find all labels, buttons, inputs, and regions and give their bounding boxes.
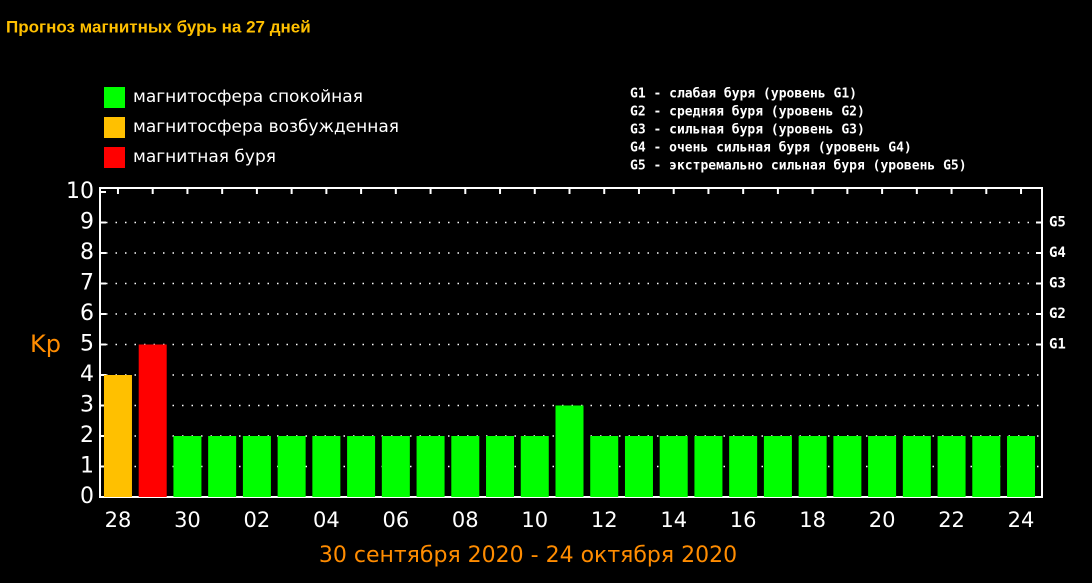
legend-label: магнитосфера возбужденная	[133, 117, 399, 137]
y-tick-label: 5	[80, 332, 94, 357]
note: G2 - средняя буря (уровень G2)	[630, 105, 865, 120]
bar	[520, 436, 549, 497]
bar	[208, 436, 237, 497]
bar	[242, 436, 271, 497]
bar	[659, 436, 688, 497]
x-tick-label: 08	[452, 508, 479, 532]
y-tick-label: 3	[80, 393, 94, 418]
bar	[138, 344, 167, 497]
y2-tick-label: G5	[1049, 215, 1066, 231]
x-tick-label: 20	[869, 508, 896, 532]
x-tick-label: 04	[313, 508, 340, 532]
bar	[416, 436, 445, 497]
bar	[347, 436, 376, 497]
y-tick-label: 10	[66, 179, 94, 204]
y-tick-label: 8	[80, 240, 94, 265]
y2-tick-label: G1	[1049, 337, 1066, 353]
x-tick-label: 28	[105, 508, 132, 532]
bar	[868, 436, 897, 497]
bar	[694, 436, 723, 497]
y-tick-label: 4	[80, 362, 94, 387]
bar	[1007, 436, 1036, 497]
bar	[590, 436, 619, 497]
bar	[833, 436, 862, 497]
y-tick-label: 9	[80, 210, 94, 235]
bar	[902, 436, 931, 497]
bar	[798, 436, 827, 497]
y2-tick-label: G4	[1049, 245, 1066, 261]
x-tick-label: 16	[730, 508, 757, 532]
bar	[729, 436, 758, 497]
note: G1 - слабая буря (уровень G1)	[630, 87, 857, 102]
x-tick-label: 18	[799, 508, 826, 532]
bar	[312, 436, 341, 497]
x-tick-label: 14	[660, 508, 687, 532]
bar	[937, 436, 966, 497]
bar	[972, 436, 1001, 497]
bar	[451, 436, 480, 497]
y2-tick-label: G3	[1049, 276, 1066, 292]
bar	[763, 436, 792, 497]
x-tick-label: 06	[382, 508, 409, 532]
x-tick-label: 02	[244, 508, 271, 532]
legend-swatch	[104, 117, 125, 138]
bar	[381, 436, 410, 497]
x-tick-label: 30	[174, 508, 201, 532]
y2-tick-label: G2	[1049, 306, 1066, 322]
page-title: Прогноз магнитных бурь на 27 дней	[6, 17, 311, 36]
bar	[277, 436, 306, 497]
y-axis-title: Kp	[30, 330, 61, 358]
y-tick-label: 1	[80, 454, 94, 479]
x-tick-label: 22	[938, 508, 965, 532]
legend-swatch	[104, 147, 125, 168]
y-tick-label: 6	[80, 301, 94, 326]
legend-label: магнитосфера спокойная	[133, 87, 363, 107]
x-axis-title: 30 сентября 2020 - 24 октября 2020	[319, 543, 737, 568]
y-tick-label: 2	[80, 423, 94, 448]
legend-label: магнитная буря	[133, 147, 276, 167]
y-tick-label: 7	[80, 271, 94, 296]
bar	[486, 436, 515, 497]
bar	[173, 436, 202, 497]
note: G3 - сильная буря (уровень G3)	[630, 123, 865, 138]
note: G5 - экстремально сильная буря (уровень …	[630, 159, 967, 174]
note: G4 - очень сильная буря (уровень G4)	[630, 141, 912, 156]
bar	[103, 375, 132, 497]
bar	[555, 405, 584, 497]
x-tick-label: 24	[1008, 508, 1035, 532]
x-tick-label: 12	[591, 508, 618, 532]
x-tick-label: 10	[521, 508, 548, 532]
bar	[624, 436, 653, 497]
y-tick-label: 0	[80, 484, 94, 509]
legend-swatch	[104, 87, 125, 108]
